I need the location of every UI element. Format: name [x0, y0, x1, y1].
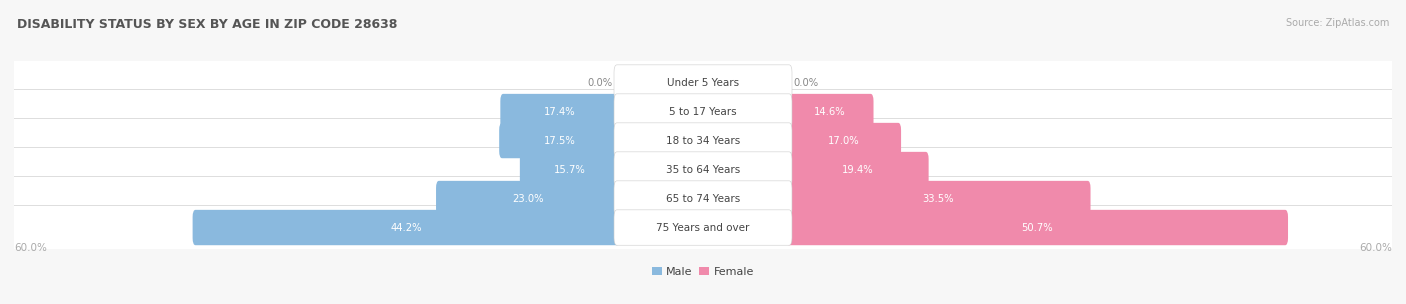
- FancyBboxPatch shape: [11, 119, 1395, 163]
- Text: Under 5 Years: Under 5 Years: [666, 78, 740, 88]
- FancyBboxPatch shape: [520, 152, 620, 187]
- Text: 19.4%: 19.4%: [842, 164, 873, 174]
- Text: 5 to 17 Years: 5 to 17 Years: [669, 106, 737, 116]
- Text: 65 to 74 Years: 65 to 74 Years: [666, 194, 740, 204]
- FancyBboxPatch shape: [499, 123, 620, 158]
- Text: 18 to 34 Years: 18 to 34 Years: [666, 136, 740, 146]
- Text: 0.0%: 0.0%: [588, 78, 612, 88]
- FancyBboxPatch shape: [614, 65, 792, 100]
- Text: 75 Years and over: 75 Years and over: [657, 223, 749, 233]
- FancyBboxPatch shape: [11, 177, 1395, 221]
- FancyBboxPatch shape: [501, 94, 620, 129]
- FancyBboxPatch shape: [786, 94, 873, 129]
- Text: 17.0%: 17.0%: [828, 136, 859, 146]
- Text: 23.0%: 23.0%: [512, 194, 544, 204]
- Text: 50.7%: 50.7%: [1021, 223, 1053, 233]
- FancyBboxPatch shape: [614, 94, 792, 129]
- Text: DISABILITY STATUS BY SEX BY AGE IN ZIP CODE 28638: DISABILITY STATUS BY SEX BY AGE IN ZIP C…: [17, 18, 398, 31]
- FancyBboxPatch shape: [11, 206, 1395, 250]
- Text: 33.5%: 33.5%: [922, 194, 955, 204]
- Text: 17.4%: 17.4%: [544, 106, 576, 116]
- Text: 60.0%: 60.0%: [1360, 244, 1392, 254]
- Text: 60.0%: 60.0%: [14, 244, 46, 254]
- Text: Source: ZipAtlas.com: Source: ZipAtlas.com: [1285, 18, 1389, 28]
- FancyBboxPatch shape: [614, 181, 792, 216]
- FancyBboxPatch shape: [786, 210, 1288, 245]
- FancyBboxPatch shape: [614, 210, 792, 245]
- Text: 44.2%: 44.2%: [391, 223, 422, 233]
- FancyBboxPatch shape: [11, 147, 1395, 192]
- FancyBboxPatch shape: [11, 60, 1395, 105]
- Text: 17.5%: 17.5%: [544, 136, 575, 146]
- Text: 35 to 64 Years: 35 to 64 Years: [666, 164, 740, 174]
- FancyBboxPatch shape: [193, 210, 620, 245]
- Text: 0.0%: 0.0%: [794, 78, 818, 88]
- FancyBboxPatch shape: [11, 89, 1395, 133]
- Text: 14.6%: 14.6%: [814, 106, 845, 116]
- FancyBboxPatch shape: [614, 152, 792, 187]
- Text: 15.7%: 15.7%: [554, 164, 586, 174]
- FancyBboxPatch shape: [786, 152, 928, 187]
- FancyBboxPatch shape: [436, 181, 620, 216]
- FancyBboxPatch shape: [786, 123, 901, 158]
- FancyBboxPatch shape: [786, 181, 1091, 216]
- Legend: Male, Female: Male, Female: [647, 262, 759, 282]
- FancyBboxPatch shape: [614, 123, 792, 158]
